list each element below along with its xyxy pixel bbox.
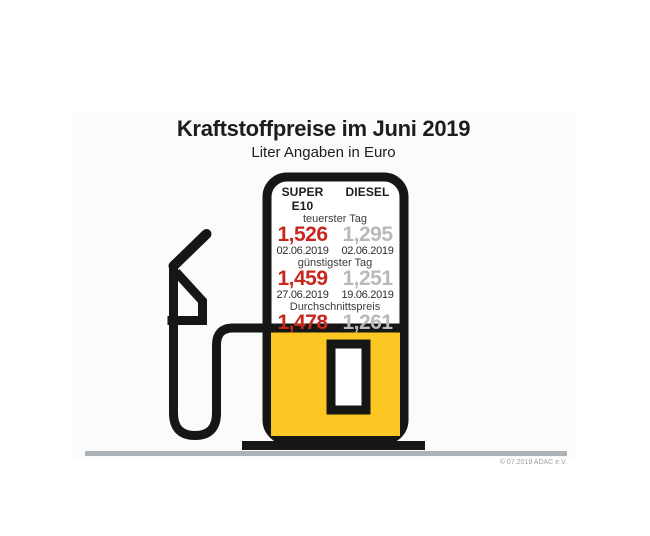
page-subtitle: Liter Angaben in Euro	[251, 144, 396, 161]
pump-display-panel: SUPER E10 DIESEL teuerster Tag 1,526 1,2…	[270, 185, 400, 333]
date-row-most-expensive: 02.06.2019 02.06.2019	[270, 245, 400, 257]
nozzle-boot-window	[326, 339, 371, 415]
page-title: Kraftstoffpreise im Juni 2019	[176, 116, 471, 141]
section-label-average-price: Durchschnittspreis	[289, 301, 381, 313]
date-super-e10-max: 02.06.2019	[276, 245, 329, 257]
price-super-e10-avg: 1,478	[277, 311, 328, 334]
date-row-cheapest: 27.06.2019 19.06.2019	[270, 289, 400, 301]
date-diesel-min: 19.06.2019	[341, 289, 394, 301]
price-diesel-min: 1,251	[342, 267, 393, 290]
price-row-cheapest: 1,459 1,251	[270, 267, 400, 290]
price-row-most-expensive: 1,526 1,295	[270, 223, 400, 246]
nozzle-grip	[172, 268, 207, 317]
date-super-e10-min: 27.06.2019	[276, 289, 329, 301]
fuel-nozzle-icon	[167, 229, 212, 325]
ground-line	[85, 451, 567, 456]
fuel-hose	[169, 261, 271, 441]
nozzle-spout	[168, 229, 212, 271]
column-header-super-e10: SUPER E10	[281, 185, 324, 213]
column-header-diesel: DIESEL	[345, 185, 390, 199]
price-super-e10-min: 1,459	[277, 267, 328, 290]
section-label-most-expensive-day: teuerster Tag	[302, 213, 367, 225]
fuel-type-header-row: SUPER E10 DIESEL	[270, 185, 400, 213]
price-super-e10-max: 1,526	[277, 223, 328, 246]
price-diesel-avg: 1,261	[342, 311, 393, 334]
section-label-cheapest-day: günstigster Tag	[297, 257, 373, 269]
price-row-average: 1,478 1,261	[270, 311, 400, 334]
date-diesel-max: 02.06.2019	[341, 245, 394, 257]
copyright-notice: © 07.2019 ADAC e.V.	[499, 459, 567, 466]
pump-base	[242, 441, 425, 450]
infographic-header: Kraftstoffpreise im Juni 2019 Liter Anga…	[72, 116, 575, 162]
price-diesel-max: 1,295	[342, 223, 393, 246]
